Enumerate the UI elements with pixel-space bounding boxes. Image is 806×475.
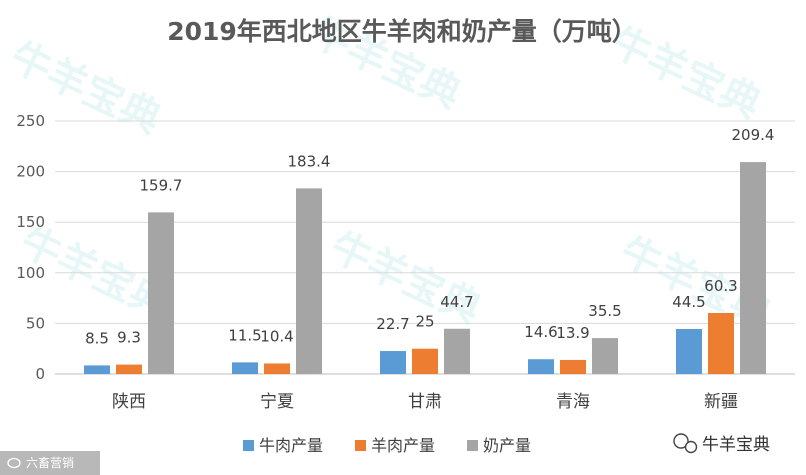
credit-text: 六畜营销 (26, 455, 74, 470)
y-tick-label: 250 (16, 112, 45, 130)
y-tick-label: 150 (16, 213, 45, 231)
legend-swatch-0 (243, 440, 254, 451)
credit-mark: 六畜营销 (0, 451, 100, 475)
data-label: 11.5 (228, 326, 261, 344)
data-label: 25 (415, 313, 434, 331)
legend-label: 奶产量 (483, 436, 531, 455)
y-tick-label: 100 (16, 264, 45, 282)
data-label: 8.5 (85, 329, 109, 347)
legend-swatch-2 (467, 440, 478, 451)
bar-3-2 (592, 338, 618, 374)
bar-4-1 (708, 312, 734, 374)
data-label: 44.7 (440, 293, 473, 311)
data-label: 14.6 (524, 323, 557, 341)
bar-3-1 (560, 359, 586, 374)
data-label: 159.7 (140, 176, 183, 194)
data-label: 60.3 (704, 277, 737, 295)
bar-4-0 (676, 328, 702, 374)
data-labels: 8.5 9.3 159.7 11.510.4 183.4 22.7 25 44.7 14.613… (85, 126, 774, 347)
x-tick-label: 新疆 (704, 392, 738, 412)
legend: 牛肉产量 羊肉产量 奶产量 (243, 436, 531, 455)
bar-1-1 (264, 363, 290, 374)
data-label: 13.9 (556, 324, 589, 342)
bar-0-0 (84, 365, 110, 374)
x-axis: 陕西 宁夏 甘肃 青海 新疆 (112, 392, 738, 412)
bar-0-1 (116, 364, 142, 374)
weibo-icon (7, 457, 21, 469)
x-tick-label: 陕西 (112, 392, 146, 412)
bar-3-0 (528, 359, 554, 374)
x-tick-label: 青海 (556, 392, 590, 412)
data-label: 9.3 (117, 329, 141, 347)
y-tick-label: 200 (16, 163, 45, 181)
y-tick-label: 50 (26, 314, 45, 332)
bar-4-2 (740, 162, 766, 374)
bar-2-2 (444, 328, 470, 374)
data-label: 10.4 (260, 327, 293, 345)
y-axis: 0 50 100 150 200 250 (16, 112, 45, 383)
data-label: 22.7 (376, 315, 409, 333)
bar-0-2 (148, 212, 174, 374)
data-label: 35.5 (588, 302, 621, 320)
bar-1-0 (232, 362, 258, 374)
chart-title: 2019年西北地区牛羊肉和奶产量（万吨） (167, 17, 637, 46)
y-tick-label: 0 (35, 365, 45, 383)
wechat-icon (673, 433, 698, 454)
bar-2-0 (380, 351, 406, 374)
legend-swatch-1 (355, 440, 366, 451)
data-label: 183.4 (288, 152, 331, 170)
brand-name: 牛羊宝典 (702, 435, 770, 455)
bar-2-1 (412, 348, 438, 374)
brand-mark: 牛羊宝典 (673, 433, 770, 455)
legend-label: 牛肉产量 (259, 436, 323, 455)
legend-label: 羊肉产量 (371, 436, 435, 455)
data-label: 44.5 (672, 293, 705, 311)
bar-1-2 (296, 188, 322, 374)
bars (84, 162, 766, 374)
x-tick-label: 甘肃 (408, 392, 442, 412)
x-tick-label: 宁夏 (260, 392, 294, 412)
gridlines (55, 120, 795, 375)
data-label: 209.4 (732, 126, 775, 144)
